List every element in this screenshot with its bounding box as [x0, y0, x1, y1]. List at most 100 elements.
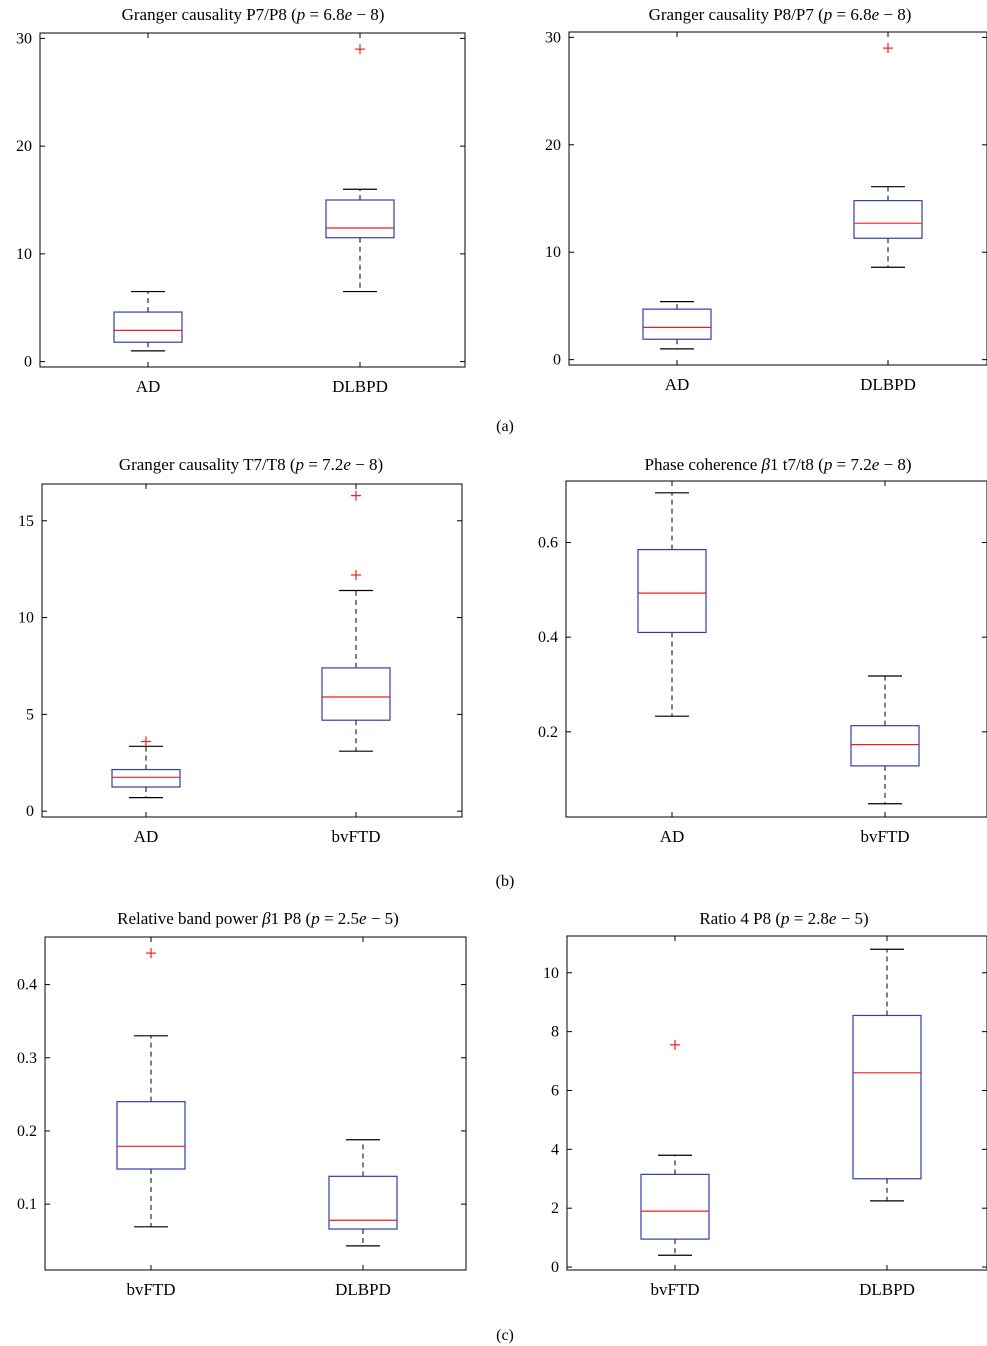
y-tick-label: 0	[551, 1259, 559, 1276]
outlier-point	[351, 569, 361, 580]
iqr-box	[850, 725, 920, 767]
iqr-box	[116, 1101, 186, 1170]
y-tick-label: 0.2	[17, 1123, 37, 1140]
category-label: DLBPD	[335, 1280, 391, 1299]
plot-frame	[41, 483, 463, 818]
chart-title: Granger causality T7/T8 (p = 7.2e − 8)	[119, 455, 383, 474]
box-ad: AD	[637, 481, 707, 846]
y-tick-label: 0	[24, 354, 32, 371]
chart-3: Granger causality T7/T8 (p = 7.2e − 8) 0 5…	[18, 455, 463, 846]
iqr-box	[642, 308, 712, 340]
y-tick-label: 10	[16, 246, 32, 263]
iqr-box	[325, 199, 395, 239]
title-part: p	[295, 455, 305, 474]
category-label: bvFTD	[860, 827, 909, 846]
plot-frame	[44, 936, 467, 1271]
box-dlbpd: DLBPD	[325, 33, 395, 396]
category-label: AD	[136, 377, 161, 396]
y-tick-label: 30	[16, 30, 32, 47]
y-tick-label: 20	[16, 138, 32, 155]
title-part: Relative band power	[117, 909, 262, 928]
plot-frame	[566, 935, 987, 1271]
outlier-point	[355, 44, 365, 55]
box-bvftd: bvFTD	[116, 937, 186, 1299]
y-tick-label: 0.1	[17, 1196, 37, 1213]
plot-frame	[568, 31, 987, 366]
title-part: Phase coherence	[644, 455, 761, 474]
box-dlbpd: DLBPD	[852, 936, 922, 1299]
panel-label: (c)	[496, 1327, 514, 1344]
outlier-point	[141, 736, 151, 747]
box-dlbpd: DLBPD	[853, 32, 923, 394]
box-dlbpd: DLBPD	[328, 937, 398, 1299]
title-part: e	[359, 909, 367, 928]
title-part: − 8)	[879, 5, 911, 24]
box-ad: AD	[113, 33, 183, 396]
y-tick-label: 15	[18, 513, 34, 530]
title-part: e	[345, 5, 353, 24]
y-tick-label: 30	[545, 29, 561, 46]
title-part: = 7.2	[304, 455, 343, 474]
title-part: − 5)	[836, 909, 868, 928]
title-part: = 2.8	[790, 909, 829, 928]
chart-title: Relative band power β1 P8 (p = 2.5e − 5)	[117, 909, 399, 928]
title-part: Ratio 4 P8 (	[699, 909, 781, 928]
box-bvftd: bvFTD	[321, 484, 391, 846]
chart-2: Granger causality P8/P7 (p = 6.8e − 8) 0 1…	[545, 5, 987, 394]
iqr-box	[113, 311, 183, 343]
iqr-box	[111, 768, 181, 788]
outlier-point	[670, 1039, 680, 1050]
panel-label: (b)	[496, 873, 515, 890]
category-label: bvFTD	[650, 1280, 699, 1299]
title-part: − 8)	[879, 455, 911, 474]
plot-frame	[39, 32, 466, 368]
y-tick-label: 0.4	[17, 977, 37, 994]
plot-frame	[565, 480, 987, 818]
category-label: AD	[660, 827, 685, 846]
chart-6: Ratio 4 P8 (p = 2.8e − 5) 0 2 4 6 8 10 bvFTD DLB…	[543, 909, 987, 1299]
iqr-box	[640, 1173, 710, 1240]
category-label: DLBPD	[860, 375, 916, 394]
title-part: p	[823, 5, 833, 24]
title-part: = 7.2	[832, 455, 871, 474]
title-part: Granger causality P8/P7 (	[649, 5, 824, 24]
y-tick-label: 10	[543, 965, 559, 982]
title-part: β	[261, 909, 271, 928]
title-part: e	[343, 455, 351, 474]
iqr-box	[852, 1014, 922, 1180]
chart-4: Phase coherence β1 t7/t8 (p = 7.2e − 8) 0…	[538, 455, 987, 846]
category-label: DLBPD	[859, 1280, 915, 1299]
y-tick-label: 0.2	[538, 724, 558, 741]
chart-1: Granger causality P7/P8 (p = 6.8e − 8) 0 1…	[16, 5, 466, 396]
y-tick-label: 0	[26, 803, 34, 820]
outlier-point	[146, 948, 156, 959]
y-tick-label: 10	[18, 610, 34, 627]
title-part: p	[780, 909, 790, 928]
y-tick-label: 0	[553, 352, 561, 369]
chart-5: Relative band power β1 P8 (p = 2.5e − 5)…	[17, 909, 467, 1299]
panel-label: (a)	[496, 418, 514, 435]
y-tick-label: 0.6	[538, 535, 558, 552]
iqr-box	[853, 200, 923, 239]
box-ad: AD	[642, 32, 712, 394]
title-part: e	[872, 455, 880, 474]
title-part: 1 P8 (	[271, 909, 312, 928]
title-part: − 8)	[352, 5, 384, 24]
y-tick-label: 0.3	[17, 1050, 37, 1067]
category-label: bvFTD	[331, 827, 380, 846]
title-part: = 6.8	[832, 5, 871, 24]
title-part: e	[829, 909, 837, 928]
y-tick-label: 20	[545, 137, 561, 154]
title-part: = 2.5	[320, 909, 359, 928]
y-tick-label: 0.4	[538, 629, 558, 646]
y-tick-label: 2	[551, 1200, 559, 1217]
iqr-box	[321, 667, 391, 721]
category-label: AD	[665, 375, 690, 394]
title-part: p	[823, 455, 833, 474]
title-part: Granger causality T7/T8 (	[119, 455, 296, 474]
title-part: p	[310, 909, 320, 928]
title-part: − 8)	[351, 455, 383, 474]
category-label: DLBPD	[332, 377, 388, 396]
chart-title: Granger causality P7/P8 (p = 6.8e − 8)	[122, 5, 385, 24]
